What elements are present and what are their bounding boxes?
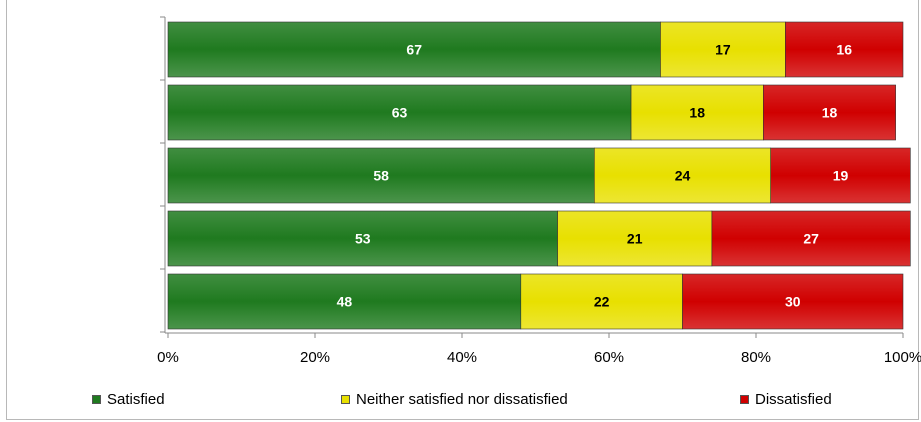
data-label: 27 <box>803 231 819 247</box>
x-axis-ticks: 0% 20% 40% 60% 80% 100% <box>157 333 921 366</box>
data-label: 21 <box>627 231 643 247</box>
data-label: 67 <box>406 42 422 58</box>
bar-segment <box>630 84 764 141</box>
x-tick-label: 20% <box>300 349 330 366</box>
bar-segment <box>593 147 771 204</box>
data-label: 18 <box>822 105 838 121</box>
data-label: 17 <box>715 42 731 58</box>
legend-label-satisfied: Satisfied <box>107 391 165 408</box>
data-label: 30 <box>785 294 801 310</box>
data-label: 18 <box>689 105 705 121</box>
data-label: 48 <box>337 294 353 310</box>
bar-segment <box>763 84 896 141</box>
data-label: 58 <box>373 168 389 184</box>
legend-label-dissatisfied: Dissatisfied <box>755 391 832 408</box>
x-tick-label: 80% <box>741 349 771 366</box>
stacked-bar-chart: 67 17 16 63 18 18 58 24 19 53 21 27 48 22 30 0% 20% 40% 6… <box>157 16 921 366</box>
bar-segment <box>682 273 904 330</box>
x-tick-label: 100% <box>884 349 921 366</box>
legend-item-neutral: Neither satisfied nor dissatisfied <box>341 391 568 408</box>
bar-segment <box>520 273 683 330</box>
legend-swatch-dissatisfied <box>740 395 749 404</box>
legend-swatch-neutral <box>341 395 350 404</box>
bar-segment <box>711 210 911 267</box>
data-label: 22 <box>594 294 610 310</box>
bar-segment <box>167 84 632 141</box>
bar-segment <box>167 273 522 330</box>
data-label: 24 <box>675 168 691 184</box>
chart-axes <box>160 16 903 334</box>
bar-segment <box>557 210 713 267</box>
data-label: 53 <box>355 231 371 247</box>
x-tick-label: 40% <box>447 349 477 366</box>
bar-segment <box>660 21 786 78</box>
x-tick-label: 0% <box>157 349 179 366</box>
legend-item-satisfied: Satisfied <box>92 391 165 408</box>
data-label: 63 <box>392 105 408 121</box>
chart-bars: 67 17 16 63 18 18 58 24 19 53 21 27 48 22 30 <box>167 21 911 330</box>
bar-segment <box>770 147 911 204</box>
x-tick-label: 60% <box>594 349 624 366</box>
chart-frame <box>6 0 919 420</box>
legend-swatch-satisfied <box>92 395 101 404</box>
legend-label-neutral: Neither satisfied nor dissatisfied <box>356 391 568 408</box>
bar-segment <box>785 21 904 78</box>
data-label: 16 <box>836 42 852 58</box>
data-label: 19 <box>833 168 849 184</box>
bar-segment <box>167 147 595 204</box>
legend-item-dissatisfied: Dissatisfied <box>740 391 832 408</box>
bar-segment <box>167 210 558 267</box>
